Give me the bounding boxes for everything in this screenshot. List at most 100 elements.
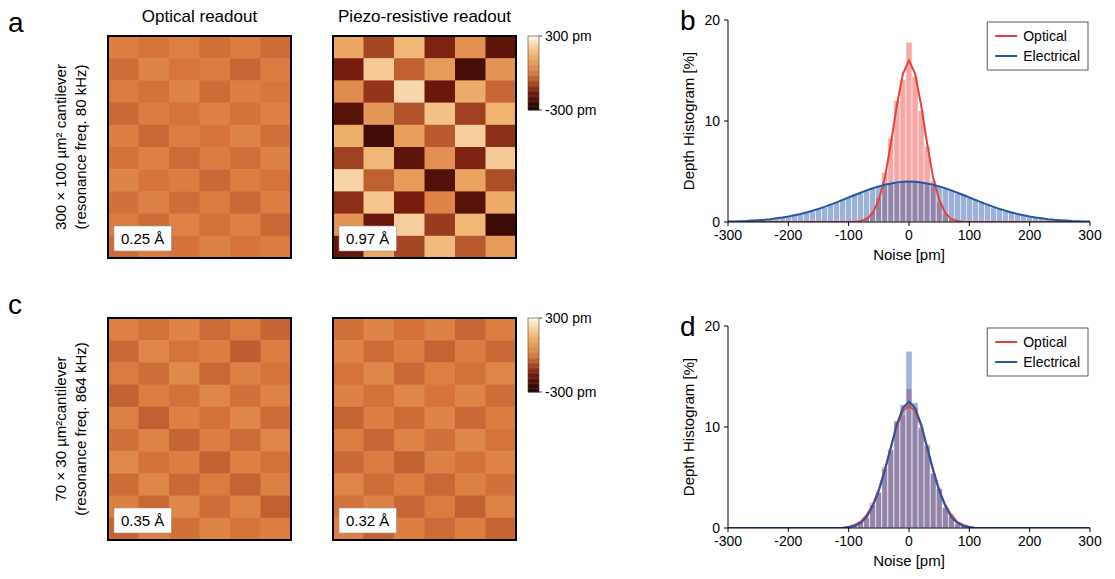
cell (425, 169, 456, 192)
cell (394, 518, 425, 541)
hist-bar (942, 189, 948, 222)
legend: OpticalElectrical (987, 328, 1088, 376)
cell (394, 236, 425, 259)
cell (169, 36, 200, 59)
panel-letter: d (680, 311, 696, 342)
hist-bar (882, 185, 888, 222)
cell (364, 429, 395, 452)
legend-box (987, 22, 1088, 70)
hist-bar (906, 182, 912, 222)
fit-line (728, 402, 1090, 528)
cell (261, 473, 292, 496)
rms-label: 0.32 Å (346, 512, 389, 529)
cell (455, 214, 486, 237)
hist-bar (918, 111, 924, 222)
cell (200, 125, 231, 148)
cell (169, 169, 200, 192)
cell (108, 340, 139, 363)
cell (455, 385, 486, 408)
cell (108, 385, 139, 408)
noise-image (333, 318, 517, 541)
x-tick (788, 222, 789, 226)
legend-label: Optical (1023, 28, 1067, 44)
cell (169, 496, 200, 519)
cell (333, 147, 364, 170)
cell (455, 191, 486, 214)
fit-line (728, 406, 1090, 528)
cell (486, 473, 517, 496)
cell (364, 125, 395, 148)
cell (200, 496, 231, 519)
cell (108, 191, 139, 214)
cell (108, 451, 139, 474)
cell (139, 169, 170, 192)
cell (333, 385, 364, 408)
cell (394, 169, 425, 192)
hist-bar (960, 195, 966, 222)
colorbar-tick (539, 110, 542, 111)
cell (200, 518, 231, 541)
panel-letter: c (8, 289, 22, 320)
rms-label: 0.25 Å (121, 230, 164, 247)
hist-bar (900, 80, 906, 222)
cell (333, 362, 364, 385)
cell (230, 429, 261, 452)
hist-bar (900, 181, 906, 222)
hist-bar (1003, 211, 1009, 222)
cell (486, 318, 517, 341)
cell (486, 407, 517, 430)
cell (425, 80, 456, 103)
cell (364, 473, 395, 496)
cell (108, 318, 139, 341)
x-tick-label: 0 (905, 227, 913, 243)
cell (230, 473, 261, 496)
cell (261, 340, 292, 363)
noise-image (108, 36, 292, 259)
colorbar-tick (539, 36, 542, 37)
cell (486, 496, 517, 519)
cell (200, 36, 231, 59)
hist-bar (906, 351, 912, 528)
cell (364, 80, 395, 103)
cell (139, 191, 170, 214)
cell (333, 451, 364, 474)
cell (455, 518, 486, 541)
cell (108, 147, 139, 170)
cell (425, 214, 456, 237)
x-tick-label: 200 (1018, 227, 1042, 243)
cell (455, 58, 486, 81)
y-tick (724, 326, 728, 327)
cell (230, 147, 261, 170)
image-frame (108, 318, 291, 540)
cell (364, 169, 395, 192)
cell (455, 236, 486, 259)
cell (108, 362, 139, 385)
hist-bar (888, 449, 894, 528)
cell (230, 362, 261, 385)
legend: OpticalElectrical (987, 22, 1088, 70)
row-label: 70 × 30 µm²cantilever (52, 357, 69, 502)
cell (169, 191, 200, 214)
cell (139, 340, 170, 363)
hist-bar (852, 194, 858, 222)
cell (394, 103, 425, 126)
cell (425, 147, 456, 170)
cell (230, 451, 261, 474)
x-tick (909, 528, 910, 532)
cell (230, 80, 261, 103)
cell (486, 429, 517, 452)
cell (425, 36, 456, 59)
y-tick (724, 222, 728, 223)
cell (200, 407, 231, 430)
y-tick (724, 427, 728, 428)
cell (333, 340, 364, 363)
cell (261, 58, 292, 81)
cell (486, 80, 517, 103)
cell (455, 496, 486, 519)
cell (333, 191, 364, 214)
colorbar-label: -300 pm (545, 384, 596, 400)
cell (169, 473, 200, 496)
cell (486, 125, 517, 148)
hist-bar (984, 204, 990, 222)
cell (486, 362, 517, 385)
